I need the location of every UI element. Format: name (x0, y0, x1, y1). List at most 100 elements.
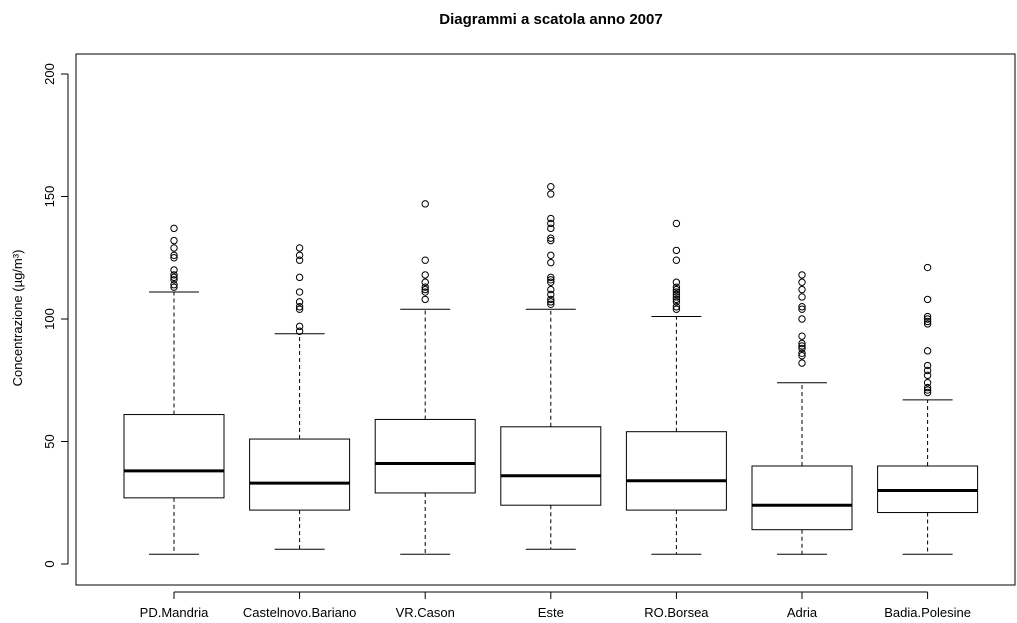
outlier-point (672, 305, 681, 313)
outlier-point (923, 383, 932, 392)
outlier-point (170, 251, 178, 260)
outlier-point (295, 327, 304, 335)
outlier-point (798, 344, 806, 353)
outlier-point (798, 271, 806, 279)
x-axis: PD.Mandria Castelnovo.Bariano VR.Cason Este… (140, 591, 971, 620)
outlier-point (170, 273, 178, 282)
outlier-point (923, 347, 932, 355)
box-Castelnovo.Bariano (249, 244, 351, 550)
outlier-point (547, 258, 555, 267)
outlier-point (421, 285, 429, 294)
outlier-point (923, 315, 932, 323)
outlier-point (547, 276, 555, 284)
y-tick-label: 0 (42, 560, 57, 567)
iqr-box (625, 431, 727, 511)
outlier-point (547, 295, 555, 304)
outlier-point (547, 290, 555, 299)
outlier-point (170, 236, 178, 245)
x-tick-label: RO.Borsea (644, 605, 709, 620)
outlier-point (421, 278, 429, 286)
outlier-point (547, 190, 555, 198)
outlier-point (923, 366, 932, 375)
outlier-point (547, 236, 555, 245)
outlier-point (672, 298, 681, 306)
outlier-point (547, 214, 555, 223)
y-tick-label: 100 (42, 308, 57, 330)
outlier-point (295, 322, 304, 331)
x-tick-label: VR.Cason (396, 605, 455, 620)
plot-frame (75, 53, 1016, 586)
outlier-point (421, 256, 429, 264)
x-tick-label: PD.Mandria (140, 605, 209, 620)
outlier-point (421, 295, 429, 304)
outlier-point (923, 320, 932, 328)
outlier-point (170, 283, 178, 291)
outlier-point (798, 359, 806, 367)
y-axis: 0 50 100 150 200 (42, 63, 69, 568)
iqr-box (249, 438, 351, 511)
box-Badia.Polesine (877, 263, 979, 555)
outlier-point (923, 295, 932, 304)
chart-title: Diagrammi a scatola anno 2007 (439, 11, 662, 28)
outlier-point (547, 183, 555, 191)
outlier-point (672, 246, 681, 255)
outlier-point (672, 219, 681, 228)
box-VR.Cason (374, 200, 476, 555)
iqr-box (500, 426, 602, 506)
outlier-point (672, 290, 681, 299)
outlier-point (295, 288, 304, 296)
outlier-point (798, 305, 806, 313)
outlier-point (923, 388, 932, 397)
outlier-point (170, 254, 178, 262)
outlier-point (798, 349, 806, 357)
y-tick-label: 50 (42, 434, 57, 448)
outlier-point (923, 317, 932, 326)
outlier-point (923, 379, 932, 387)
outlier-point (170, 224, 178, 233)
outlier-point (923, 312, 932, 321)
outlier-point (295, 273, 304, 282)
outlier-point (672, 285, 681, 294)
outlier-point (547, 285, 555, 294)
outlier-point (923, 361, 932, 370)
outlier-point (295, 298, 304, 306)
y-axis-label: Concentrazione (µg/m³) (10, 250, 25, 387)
outlier-point (798, 332, 806, 340)
outlier-point (547, 300, 555, 308)
outlier-point (421, 283, 429, 291)
box-RO.Borsea (625, 219, 727, 555)
outlier-point (170, 276, 178, 284)
outlier-point (798, 293, 806, 301)
outlier-point (421, 271, 429, 279)
outlier-point (421, 288, 429, 296)
outlier-point (923, 263, 932, 272)
outlier-point (295, 244, 304, 252)
box-Adria (751, 271, 853, 555)
outlier-point (798, 339, 806, 348)
y-tick-label: 200 (42, 63, 57, 85)
outlier-point (547, 251, 555, 260)
outlier-point (170, 271, 178, 279)
outlier-point (798, 285, 806, 294)
outlier-point (923, 386, 932, 394)
x-tick-label: Castelnovo.Bariano (243, 605, 356, 620)
x-tick-label: Badia.Polesine (884, 605, 971, 620)
outlier-point (923, 371, 932, 380)
outlier-point (547, 234, 555, 242)
box-PD.Mandria (123, 224, 225, 555)
outlier-point (672, 278, 681, 286)
outlier-point (798, 342, 806, 350)
outlier-point (547, 224, 555, 233)
outlier-point (547, 219, 555, 228)
outlier-point (672, 293, 681, 301)
outlier-point (421, 200, 429, 208)
outlier-point (798, 352, 806, 360)
outlier-point (547, 298, 555, 306)
outlier-point (672, 288, 681, 296)
box-Este (500, 183, 602, 550)
outlier-point (170, 244, 178, 252)
outlier-point (295, 303, 304, 311)
outlier-point (547, 273, 555, 282)
outlier-point (672, 256, 681, 264)
